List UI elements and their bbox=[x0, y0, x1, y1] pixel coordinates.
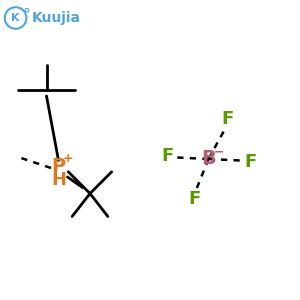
Text: H: H bbox=[51, 171, 66, 189]
Text: B: B bbox=[201, 149, 216, 169]
Text: Kuujia: Kuujia bbox=[32, 11, 80, 25]
Text: P: P bbox=[51, 157, 66, 176]
Text: F: F bbox=[161, 147, 173, 165]
Text: K: K bbox=[11, 13, 20, 23]
Text: F: F bbox=[221, 110, 233, 128]
Text: +: + bbox=[63, 152, 74, 166]
Text: −: − bbox=[214, 146, 224, 159]
Text: F: F bbox=[244, 153, 257, 171]
Text: F: F bbox=[188, 190, 200, 208]
